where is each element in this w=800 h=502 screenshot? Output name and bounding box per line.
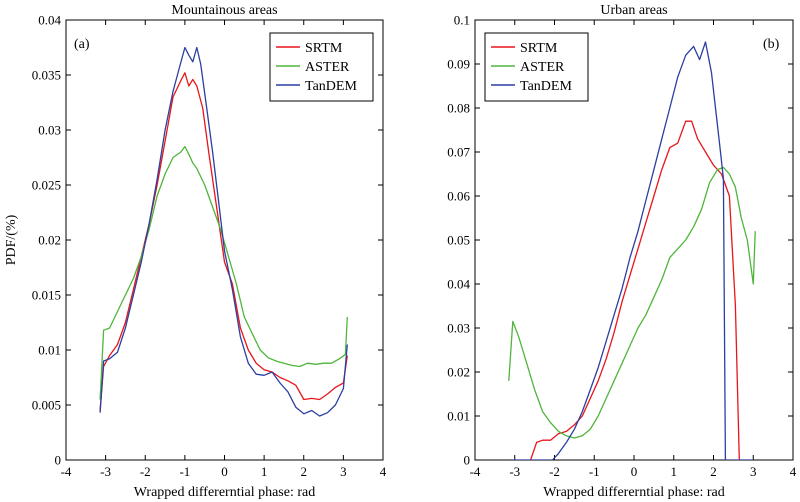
legend-label-tandem: TanDEM	[520, 79, 572, 94]
panel-mountainous: -4 -3 -2 -1 0 1 2 3 4 0 0.005 0.01 0.015 0.02 0.025 0.0…	[4, 3, 387, 500]
y-tick-label: 0.1	[454, 13, 470, 28]
y-tick-label: 0.04	[38, 13, 61, 28]
x-tick-label: 2	[710, 464, 717, 479]
y-tick-label: 0.02	[447, 365, 470, 380]
y-tick-label: 0.01	[447, 409, 470, 424]
panel-label: (a)	[74, 37, 90, 52]
x-tick-label: 3	[750, 464, 757, 479]
x-tick-label: -3	[100, 464, 111, 479]
x-tick-label: 0	[221, 464, 228, 479]
x-tick-label: 4	[380, 464, 387, 479]
y-tick-label: 0.035	[32, 68, 61, 83]
series-group	[508, 41, 756, 460]
series-line-tandem	[99, 46, 348, 417]
y-tick-label: 0.07	[447, 145, 470, 160]
x-tick-label: -3	[509, 464, 520, 479]
y-tick-label: 0.08	[447, 101, 470, 116]
y-tick-label: 0.09	[447, 57, 470, 72]
legend-label-aster: ASTER	[520, 60, 565, 75]
x-tick-label: 3	[340, 464, 347, 479]
y-tick-label: 0.02	[38, 233, 61, 248]
x-tick-label: 0	[631, 464, 638, 479]
legend-label-tandem: TanDEM	[305, 79, 357, 94]
legend-box	[269, 32, 374, 102]
y-tick-label: 0.06	[447, 189, 470, 204]
y-axis-label: PDF/(%)	[4, 214, 19, 265]
x-tick-label: -4	[470, 464, 481, 479]
series-line-tandem	[510, 41, 754, 460]
x-tick-label: -2	[549, 464, 560, 479]
x-tick-label: 4	[790, 464, 797, 479]
legend-box	[484, 32, 589, 102]
x-tick-label: -4	[61, 464, 72, 479]
y-tick-label: 0.01	[38, 343, 61, 358]
y-tick-label: 0.015	[32, 288, 61, 303]
y-tick-label: 0.05	[447, 233, 470, 248]
x-axis-label: Wrapped differerntial phase: rad	[543, 485, 724, 500]
x-tick-label: -1	[179, 464, 190, 479]
series-line-srtm	[529, 120, 740, 460]
y-tick-label: 0	[464, 453, 471, 468]
x-tick-label: -1	[589, 464, 600, 479]
y-tick-label: 0.025	[32, 178, 61, 193]
x-tick-label: 1	[261, 464, 268, 479]
series-line-aster	[508, 166, 756, 439]
chart-title: Urban areas	[600, 3, 667, 18]
legend-label-srtm: SRTM	[305, 41, 343, 56]
x-tick-label: 2	[301, 464, 308, 479]
legend-label-aster: ASTER	[305, 60, 350, 75]
series-group	[99, 46, 348, 417]
y-tick-label: 0.005	[32, 398, 61, 413]
y-tick-label: 0.04	[447, 277, 470, 292]
y-tick-label: 0.03	[38, 123, 61, 138]
x-tick-label: -2	[140, 464, 151, 479]
series-line-aster	[99, 145, 348, 400]
panel-label: (b)	[763, 37, 780, 52]
panel-urban: -4 -3 -2 -1 0 1 2 3 4 0 0.01 0.02 0.03 0.04 0.05 0.06 0.…	[447, 3, 797, 500]
y-tick-label: 0	[55, 453, 62, 468]
legend-label-srtm: SRTM	[520, 41, 558, 56]
chart-title: Mountainous areas	[171, 3, 277, 18]
x-tick-label: 1	[671, 464, 678, 479]
x-axis-label: Wrapped differerntial phase: rad	[134, 485, 315, 500]
legend: SRTM ASTER TanDEM	[484, 32, 589, 102]
legend: SRTM ASTER TanDEM	[269, 32, 374, 102]
y-tick-label: 0.03	[447, 321, 470, 336]
